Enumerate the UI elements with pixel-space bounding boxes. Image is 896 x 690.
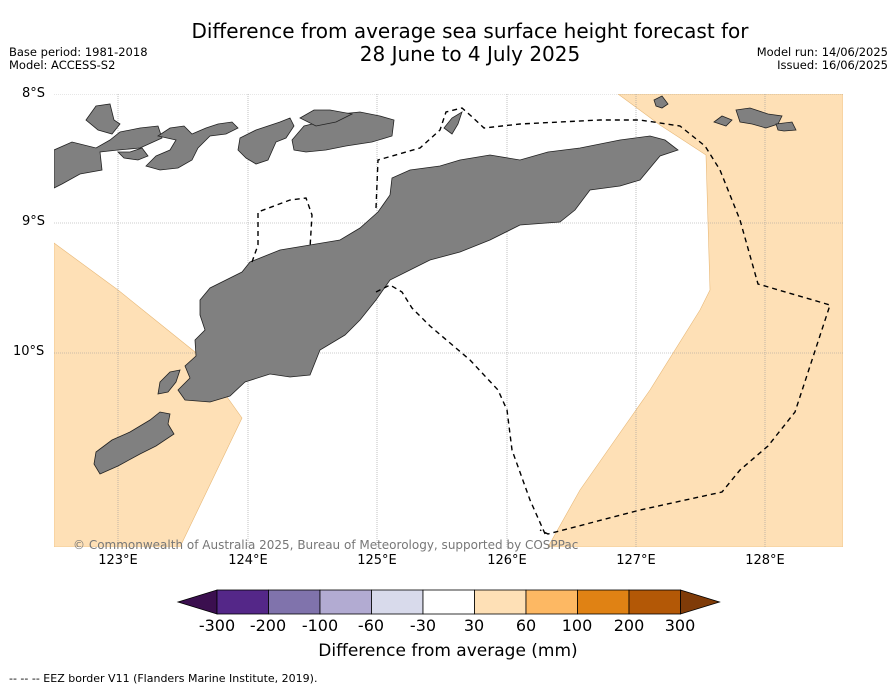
colorbar-segment	[628, 589, 681, 615]
colorbar-tick-minus-100: -100	[301, 616, 339, 635]
colorbar-segment	[422, 589, 475, 615]
map-title: Difference from average sea surface heig…	[0, 20, 896, 66]
eez-border-south	[375, 284, 547, 537]
lat-label-10s: 10°S	[13, 344, 45, 359]
land-wetar-west	[653, 95, 669, 109]
colorbar-segment	[371, 589, 424, 615]
colorbar-tick-60: 60	[515, 616, 537, 635]
land-masses	[54, 95, 797, 475]
lon-label-128e: 128°E	[745, 553, 785, 568]
meta-left: Base period: 1981-2018 Model: ACCESS-S2	[9, 46, 148, 72]
land-pantar	[237, 117, 295, 165]
model-run-text: Model run: 14/06/2025	[756, 45, 888, 59]
colorbar-tick-100: 100	[561, 616, 593, 635]
colorbar-tick-minus-200: -200	[249, 616, 287, 635]
lon-label-125e: 125°E	[357, 553, 397, 568]
land-romang	[713, 115, 733, 127]
colorbar-label: Difference from average (mm)	[318, 641, 578, 661]
colorbar-segment	[319, 589, 372, 615]
land-flores	[54, 125, 163, 189]
base-period-text: Base period: 1981-2018	[9, 45, 148, 59]
colorbar-segment	[525, 589, 578, 615]
land-solor	[117, 147, 149, 161]
title-line-2: 28 June to 4 July 2025	[359, 42, 581, 66]
land-timor	[177, 135, 679, 403]
colorbar-segment	[577, 589, 630, 615]
meta-right: Model run: 14/06/2025 Issued: 16/06/2025	[757, 46, 888, 72]
lon-label-127e: 127°E	[616, 553, 656, 568]
eez-borders	[251, 107, 831, 537]
title-line-1: Difference from average sea surface heig…	[191, 19, 749, 43]
lat-label-8s: 8°S	[22, 86, 46, 101]
land-islet-east	[775, 121, 797, 132]
eez-legend-footer: -- -- -- EEZ border V11 (Flanders Marine…	[9, 672, 318, 685]
land-rote	[93, 411, 175, 475]
map-panel	[54, 94, 843, 547]
colorbar-segment	[216, 589, 269, 615]
colorbar-segment	[474, 589, 527, 615]
colorbar-extend-high	[680, 589, 721, 615]
land-ndana	[157, 369, 181, 395]
model-text: Model: ACCESS-S2	[9, 58, 116, 72]
issued-text: Issued: 16/06/2025	[777, 58, 888, 72]
lat-label-9s: 9°S	[22, 214, 46, 229]
colorbar	[176, 589, 721, 615]
colorbar-tick-30: 30	[463, 616, 485, 635]
eez-border-north	[375, 107, 831, 535]
colorbar-tick-200: 200	[613, 616, 645, 635]
lon-label-124e: 124°E	[228, 553, 268, 568]
lon-label-123e: 123°E	[98, 553, 138, 568]
copyright-text: © Commonwealth of Australia 2025, Bureau…	[73, 538, 579, 552]
land-atauro	[443, 111, 463, 135]
lon-label-126e: 126°E	[487, 553, 527, 568]
land-alor-north	[299, 109, 354, 127]
land-adonara	[85, 103, 121, 135]
anomaly-region-east	[547, 94, 843, 547]
colorbar-extend-low	[176, 589, 218, 615]
colorbar-tick-minus-30: -30	[409, 616, 437, 635]
colorbar-tick-minus-60: -60	[357, 616, 385, 635]
colorbar-segment	[268, 589, 321, 615]
land-lembata	[145, 121, 239, 171]
colorbar-tick-minus-300: -300	[198, 616, 236, 635]
colorbar-tick-300: 300	[664, 616, 696, 635]
eez-border-oecusse	[251, 197, 313, 263]
